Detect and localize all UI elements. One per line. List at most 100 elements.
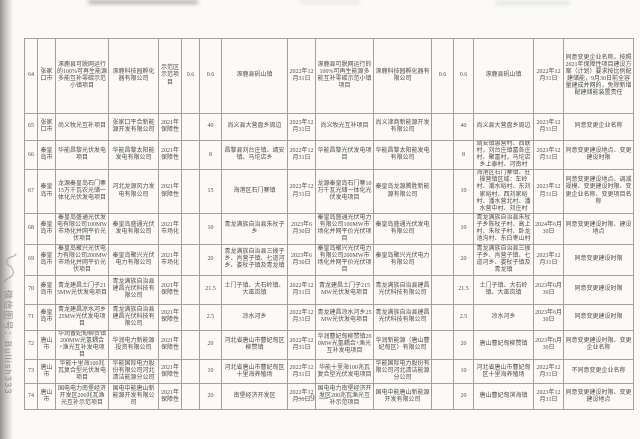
- cell-adj_wind: [431, 113, 454, 141]
- handwritten-mark: [3, 253, 17, 283]
- cell-city: 唐山市: [37, 359, 56, 385]
- cell-location: 青龙满族自治县朱杖子乡: [221, 212, 288, 245]
- cell-location: 尚义县大营盘乡周边: [221, 113, 288, 141]
- cell-name: 龙源秦皇岛石门寨15万千瓦农光储一体化光伏发电项目: [55, 169, 109, 214]
- cell-type: 2021年保障性: [158, 303, 182, 331]
- cell-pv: 15: [199, 169, 222, 214]
- cell-location: 凉水河乡: [221, 303, 288, 331]
- cell-city: 秦皇岛市: [37, 212, 56, 245]
- cell-pv: 10: [199, 212, 222, 245]
- cell-adj_name: 秦皇岛盛通光伏电力有限公司100MW市场化并网平价光伏项目: [315, 212, 374, 245]
- cell-adj_name: 国电电力南堡经济开发区200兆瓦渔光互补示范项目: [315, 383, 374, 411]
- cell-adj_company: 涿鹿科技园孵化器有限公司: [373, 38, 432, 114]
- table-row: 70 秦皇岛市 青龙建昌土门子215MW光伏发电项目 青龙满族自治县建昌光伏科技有限公…: [24, 274, 634, 305]
- cell-pv: 20: [199, 329, 222, 361]
- cell-company: 秦皇岛盛通光伏发电有限公司: [108, 212, 159, 245]
- scan-artifact: [495, 2, 570, 4]
- cell-type: 2021年市场化: [158, 212, 182, 245]
- cell-location: 土门子镇、大石岭镇、大巫岚镇: [221, 274, 288, 305]
- cell-deadline: 2023年12月31日: [287, 113, 316, 141]
- cell-no: 65: [24, 113, 38, 141]
- cell-adj_wind: 0.6: [431, 38, 454, 114]
- cell-type: 2021年保障性: [158, 359, 182, 385]
- cell-adj_company: 青龙满族自治县建昌光伏科技有限公司: [373, 274, 432, 305]
- cell-city: 唐山市: [37, 329, 56, 361]
- cell-adj_name: 华能十里海100兆瓦复合型光伏发电项目: [315, 359, 374, 385]
- cell-deadline: 2022年12月31日: [287, 139, 316, 171]
- cell-deadline: 2022年12月31日: [287, 274, 316, 305]
- cell-remark: 同意变更建设时限: [563, 243, 634, 276]
- cell-city: 秦皇岛市: [37, 274, 56, 305]
- cell-deadline: 2023年6月30日: [287, 212, 316, 245]
- cell-no: 66: [24, 139, 38, 171]
- cell-adj_company: 华润新能源（唐山曹妃甸区）有限公司: [373, 329, 432, 361]
- cell-pv: 40: [199, 113, 222, 141]
- cell-adj_pv: 21.5: [453, 274, 474, 305]
- table-row: 64 张家口市 涿鹿县可脱网运行的100%可再生能源多能互补零碳示范小镇项目 涿鹿科技…: [24, 38, 634, 114]
- cell-company: 秦皇岛聚兴光伏电力有限公司: [108, 243, 159, 276]
- cell-adj_name: 华能昌黎光伏发电项目: [315, 139, 374, 171]
- cell-adj_name: 华润曹妃甸柳赞镇200MW光氢耦合+渔光互补发电项目: [315, 329, 374, 361]
- cell-adj_company: 青龙满族自治县建昌光伏科技有限公司: [373, 303, 432, 331]
- cell-no: 64: [24, 38, 38, 114]
- cell-adj_company: 秦皇岛龙源腾胜新能源有限公司: [373, 169, 432, 214]
- cell-name: 秦皇岛聚兴光伏电力有限公司200MW市场化并网平价光伏项目: [55, 243, 109, 276]
- scan-edge-shadow: [0, 0, 13, 439]
- cell-company: 青龙满族自治县建昌光伏科技有限公司: [108, 303, 159, 331]
- cell-type: 示范区示范项目: [158, 38, 182, 114]
- cell-no: 73: [24, 359, 38, 385]
- cell-name: 秦皇岛盛通光伏发电有限公司100MW市场化并网平价光伏项目: [55, 212, 109, 245]
- cell-no: 67: [24, 169, 38, 214]
- scan-artifact: [300, 1, 360, 3]
- cell-deadline: 2022年12月31日: [287, 38, 316, 114]
- cell-name: 华能十里海100兆瓦复合型光伏发电项目: [55, 359, 109, 385]
- cell-pv: 20: [199, 383, 222, 411]
- cell-no: 70: [24, 274, 38, 305]
- cell-city: 秦皇岛市: [37, 303, 56, 331]
- cell-location: 昌黎县刘台庄镇、靖安镇、马坨店乡: [221, 139, 288, 171]
- cell-name: 尚义牧光互补项目: [55, 113, 109, 141]
- cell-adj_location: 河北省唐山市曹妃甸区十里海养殖场: [473, 359, 534, 385]
- cell-adj_wind: [431, 359, 454, 385]
- cell-adj_company: 华能昌黎太阳能发电有限公司: [373, 139, 432, 171]
- cell-wind: [181, 303, 200, 331]
- cell-adj_name: 青龙建昌土门子215MW光伏发电项目: [315, 274, 374, 305]
- cell-adj_wind: [431, 329, 454, 361]
- cell-location: 青龙满族自治县三拨子乡、肖营子镇、七道河乡、娄杖子镇及青龙镇: [221, 243, 288, 276]
- cell-city: 秦皇岛市: [37, 169, 56, 214]
- cell-adj_location: 土门子镇、大石岭镇、大巫岚镇: [473, 274, 534, 305]
- table-row: 67 秦皇岛市 龙源秦皇岛石门寨15万千瓦农光储一体化光伏发电项目 河北龙源风力发电有…: [24, 169, 634, 214]
- cell-adj_company: 秦皇岛盛通光伏发电有限公司: [373, 212, 432, 245]
- cell-adj_location: 靖安镇惠营村、西联村，刘台庄镇富各庄村、聚富村，马坨店乡上泰村、河南村: [473, 139, 534, 171]
- cell-adj_deadline: 2024年6月30日: [533, 212, 564, 245]
- cell-city: 张家口市: [37, 38, 56, 114]
- cell-type: 2021年保障性: [158, 274, 182, 305]
- cell-adj_wind: [431, 139, 454, 171]
- cell-location: 海港区石门寨镇: [221, 169, 288, 214]
- cell-deadline: 2023年6月30日: [287, 243, 316, 276]
- cell-adj_company: 华能国际电力股份有限公司河北清洁能源分公司: [373, 359, 432, 385]
- cell-adj_company: 尚义津商新能源开发有限公司: [373, 113, 432, 141]
- cell-remark: 同意变更企业名称: [563, 113, 634, 141]
- cell-no: 71: [24, 303, 38, 331]
- cell-type: 2021年保障性: [158, 139, 182, 171]
- projects-table-body: 64 张家口市 涿鹿县可脱网运行的100%可再生能源多能互补零碳示范小镇项目 涿鹿科技…: [24, 38, 634, 411]
- cell-adj_deadline: 2023年12月31日: [533, 243, 564, 276]
- cell-adj_location: 唐山曹妃甸柳赞镇: [473, 329, 534, 361]
- cell-pv: 21.5: [199, 274, 222, 305]
- cell-adj_company: 秦皇岛聚兴光伏电力有限公司: [373, 243, 432, 276]
- cell-location: 河北省唐山市曹妃甸区十里海养殖场: [221, 359, 288, 385]
- cell-adj_pv: 10: [453, 169, 474, 214]
- cell-adj_name: 尚义牧光互补项目: [315, 113, 374, 141]
- cell-city: 秦皇岛市: [37, 139, 56, 171]
- cell-adj_pv: 20: [453, 383, 474, 411]
- cell-adj_deadline: 2023年12月31日: [533, 113, 564, 141]
- table-row: 73 唐山市 华能十里海100兆瓦复合型光伏发电项目 华能国际电力股份有限公司河北清洁…: [24, 359, 634, 385]
- cell-city: 唐山市: [37, 383, 56, 411]
- cell-adj_location: 涿鹿县矾山镇: [473, 38, 534, 114]
- cell-type: 2021年保障性: [158, 113, 182, 141]
- cell-type: 2021年保障性: [158, 329, 182, 361]
- cell-location: 河北省唐山市曹妃甸区柳赞镇: [221, 329, 288, 361]
- cell-company: 华润电力新能源投资有限公司: [108, 329, 159, 361]
